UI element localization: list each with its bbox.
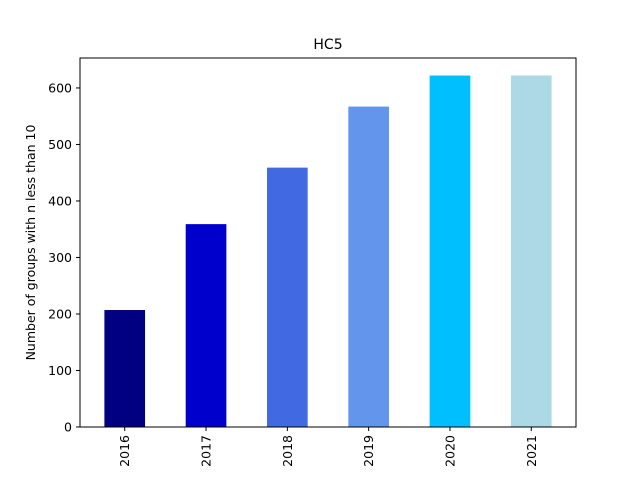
y-tick-label: 600 [48, 80, 72, 95]
x-tick-label: 2018 [280, 435, 295, 467]
y-axis: 0 100 200 300 400 500 600 [48, 80, 80, 435]
chart-title: HC5 [313, 37, 342, 53]
x-tick-label: 2020 [442, 435, 457, 467]
plot-frame [79, 57, 577, 428]
bar-2021 [510, 75, 552, 427]
y-tick-label: 400 [48, 193, 72, 208]
y-tick-label: 0 [64, 420, 72, 435]
x-tick-label: 2019 [361, 435, 376, 467]
y-tick-label: 100 [48, 363, 72, 378]
x-tick-label: 2021 [524, 435, 539, 467]
x-tick-label: 2016 [117, 435, 132, 467]
bars-group [104, 75, 552, 428]
y-tick-label: 200 [48, 306, 72, 321]
bar-2020 [429, 75, 471, 427]
x-tick-label: 2017 [199, 435, 214, 467]
y-tick-label: 500 [48, 137, 72, 152]
y-tick-label: 300 [48, 250, 72, 265]
bar-2018 [267, 167, 308, 427]
bar-2016 [104, 310, 146, 427]
bar-2017 [185, 224, 227, 427]
x-axis: 2016 2017 2018 2019 2020 2021 [117, 427, 539, 467]
bar-2019 [348, 106, 389, 428]
y-axis-label: Number of groups with n less than 10 [23, 125, 38, 361]
